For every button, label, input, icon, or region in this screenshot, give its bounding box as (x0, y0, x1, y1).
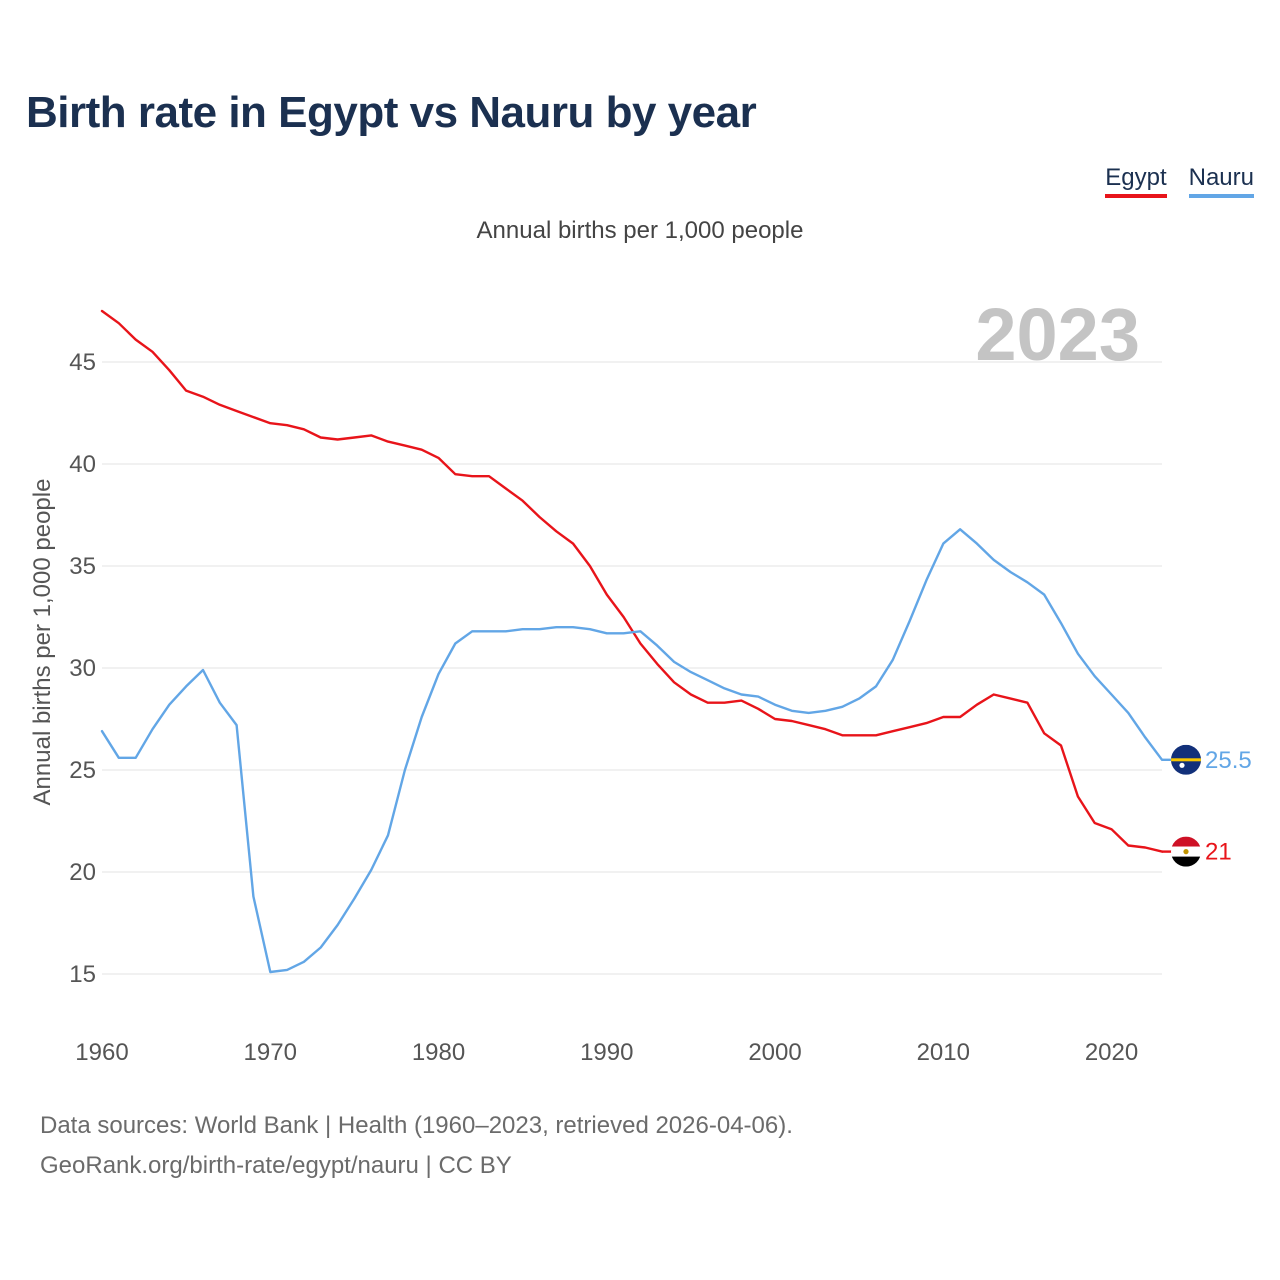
chart-title: Birth rate in Egypt vs Nauru by year (26, 88, 757, 137)
x-tick-label: 1960 (75, 1039, 128, 1066)
y-tick-label: 30 (69, 655, 96, 682)
y-tick-label: 20 (69, 859, 96, 886)
end-value-label-nauru: 25.5 (1205, 747, 1252, 774)
source-note: Data sources: World Bank | Health (1960–… (40, 1106, 793, 1186)
y-tick-label: 25 (69, 757, 96, 784)
x-tick-label: 1970 (244, 1039, 297, 1066)
legend-item-egypt[interactable]: Egypt (1105, 164, 1167, 198)
end-value-label-egypt: 21 (1205, 839, 1232, 866)
source-line-2[interactable]: GeoRank.org/birth-rate/egypt/nauru | CC … (40, 1152, 512, 1179)
x-tick-label: 1990 (580, 1039, 633, 1066)
y-tick-label: 40 (69, 451, 96, 478)
source-line-1: Data sources: World Bank | Health (1960–… (40, 1112, 793, 1139)
flag-nauru-icon (1171, 744, 1201, 775)
chart-subtitle: Annual births per 1,000 people (476, 217, 804, 244)
x-tick-label: 2000 (748, 1039, 801, 1066)
year-watermark: 2023 (975, 293, 1140, 376)
legend-item-nauru[interactable]: Nauru (1188, 164, 1254, 198)
series-line-egypt[interactable] (100, 309, 1164, 853)
x-tick-label: 1980 (412, 1039, 465, 1066)
series-line-nauru[interactable] (100, 528, 1164, 974)
x-tick-label: 2010 (917, 1039, 970, 1066)
y-tick-label: 45 (69, 349, 96, 376)
x-tick-label: 2020 (1085, 1039, 1138, 1066)
y-tick-label: 35 (69, 553, 96, 580)
y-tick-label: 15 (69, 961, 96, 988)
legend: Egypt Nauru (1105, 164, 1254, 198)
y-axis-label: Annual births per 1,000 people (29, 479, 56, 806)
flag-egypt-icon (1171, 836, 1201, 867)
